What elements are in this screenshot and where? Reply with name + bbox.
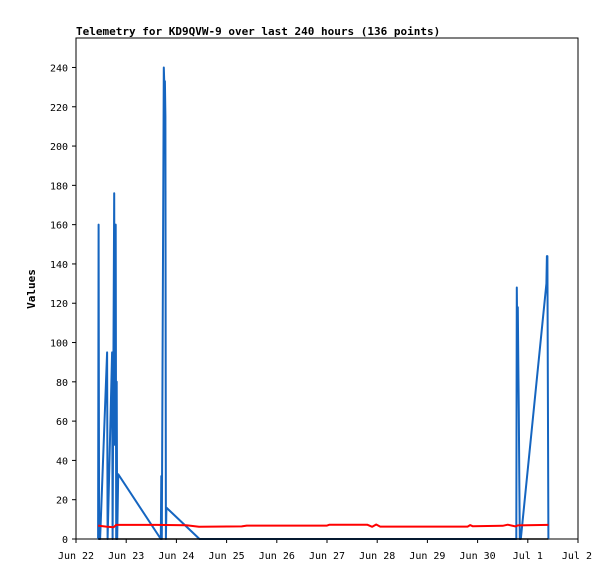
- series-line-2: [97, 523, 549, 529]
- y-tick-label: 20: [56, 496, 68, 507]
- x-axis: Jun 22 Jun 23 Jun 24 Jun 25 Jun 26 Jun 27 Jun …: [58, 539, 592, 562]
- x-tick-label: Jun 23: [108, 551, 144, 562]
- y-tick-label: 120: [50, 299, 68, 310]
- y-axis-label: Values: [25, 269, 38, 309]
- x-tick-label: Jun 26: [259, 551, 295, 562]
- x-tick-label: Jul 1: [513, 551, 543, 562]
- y-tick-label: 240: [50, 63, 68, 74]
- x-tick-label: Jul 2: [562, 551, 592, 562]
- y-tick-label: 140: [50, 260, 68, 271]
- x-tick-label: Jun 28: [359, 551, 395, 562]
- plot-frame: [75, 37, 579, 540]
- series-layer: [97, 66, 550, 540]
- chart-title: Telemetry for KD9QVW-9 over last 240 hou…: [76, 25, 440, 38]
- x-tick-label: Jun 29: [409, 551, 445, 562]
- y-tick-label: 180: [50, 181, 68, 192]
- x-tick-label: Jun 30: [460, 551, 496, 562]
- y-tick-label: 80: [56, 378, 68, 389]
- y-tick-label: 220: [50, 103, 68, 114]
- y-tick-label: 0: [62, 535, 68, 546]
- y-axis: 0 20 40 60 80 100 120 140 160 180 200 220 240: [50, 63, 76, 546]
- x-tick-label: Jun 22: [58, 551, 94, 562]
- x-tick-label: Jun 24: [158, 551, 194, 562]
- y-tick-label: 200: [50, 142, 68, 153]
- x-tick-label: Jun 27: [309, 551, 345, 562]
- y-tick-label: 40: [56, 456, 68, 467]
- y-tick-label: 160: [50, 221, 68, 232]
- y-tick-label: 60: [56, 417, 68, 428]
- y-tick-label: 100: [50, 339, 68, 350]
- x-tick-label: Jun 25: [209, 551, 245, 562]
- series-line-1: [97, 66, 550, 540]
